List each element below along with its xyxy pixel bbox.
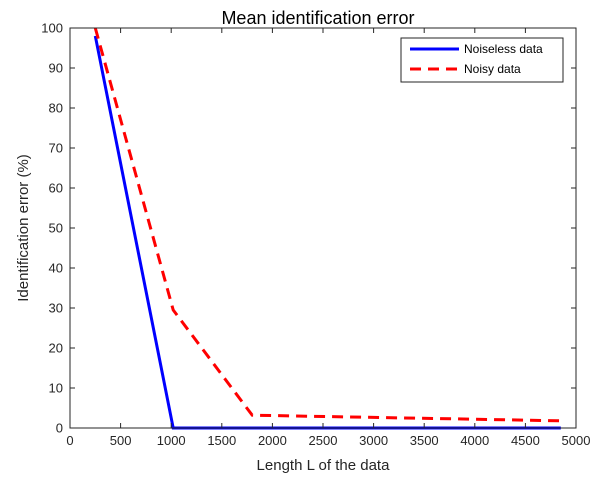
y-tick-label: 100 xyxy=(41,21,63,36)
x-tick-label: 1000 xyxy=(157,433,186,448)
y-tick-label: 40 xyxy=(49,261,63,276)
x-tick-label: 4000 xyxy=(460,433,489,448)
y-tick-label: 80 xyxy=(49,101,63,116)
x-tick-label: 1500 xyxy=(207,433,236,448)
x-tick-label: 2500 xyxy=(309,433,338,448)
series-line-2 xyxy=(93,27,561,423)
x-tick-label: 500 xyxy=(110,433,132,448)
legend: Noiseless data Noisy data xyxy=(400,37,564,83)
legend-label-1: Noiseless data xyxy=(464,42,543,56)
x-tick-label: 2000 xyxy=(258,433,287,448)
x-tick-label: 5000 xyxy=(562,433,591,448)
legend-label-2: Noisy data xyxy=(464,62,521,76)
y-tick-label: 60 xyxy=(49,181,63,196)
y-tick-label: 20 xyxy=(49,341,63,356)
x-tick-label: 4500 xyxy=(511,433,540,448)
y-tick-label: 0 xyxy=(56,421,63,436)
y-tick-label: 30 xyxy=(49,301,63,316)
chart-title: Mean identification error xyxy=(221,8,414,28)
x-axis-label: Length L of the data xyxy=(257,457,391,474)
legend-box xyxy=(400,37,564,83)
plot-area xyxy=(70,28,576,428)
x-tick-label: 0 xyxy=(66,433,73,448)
y-axis-label: Identification error (%) xyxy=(15,154,32,302)
y-tick-label: 10 xyxy=(49,381,63,396)
y-tick-label: 50 xyxy=(49,221,63,236)
x-tick-label: 3000 xyxy=(359,433,388,448)
y-tick-label: 90 xyxy=(49,61,63,76)
y-tick-label: 70 xyxy=(49,141,63,156)
x-tick-label: 3500 xyxy=(410,433,439,448)
x-axis-ticks: 0 500 1000 1500 2000 2500 3000 3500 4000 4500 5000 xyxy=(66,28,590,448)
y-axis-ticks: 0 10 20 30 40 50 60 70 80 90 100 xyxy=(41,21,576,436)
